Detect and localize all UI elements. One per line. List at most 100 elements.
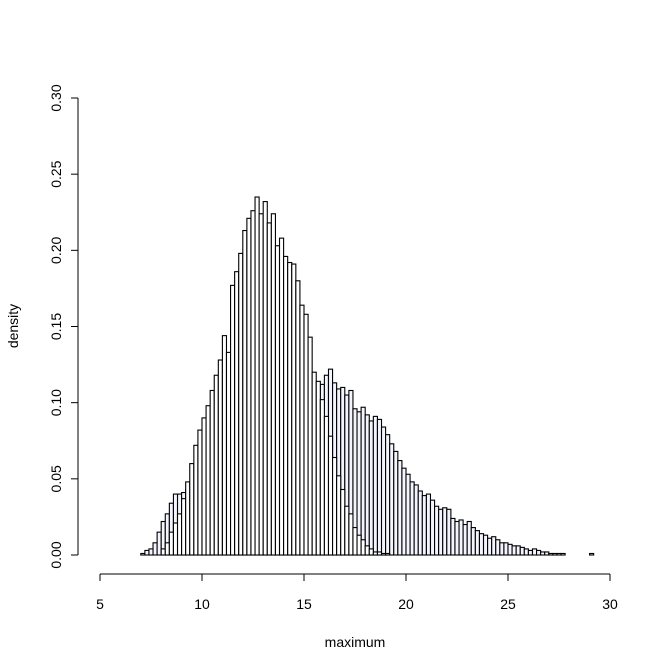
histogram-bar-s0-87 [495, 539, 501, 556]
histogram-bar-s1-35 [303, 313, 309, 556]
histogram-bar-s1-39 [319, 399, 325, 556]
histogram-bar-s0-102 [556, 552, 562, 556]
histogram-bar-s1-53 [376, 551, 383, 556]
histogram-bar-s1-26 [266, 222, 272, 556]
histogram-bar-s0-55 [364, 414, 370, 556]
histogram-bar-s0-2 [148, 548, 154, 556]
histogram-bar-s0-84 [482, 534, 489, 556]
histogram-bar-s1-31 [287, 261, 293, 556]
x-tick-label: 20 [398, 596, 414, 612]
histogram-bar-s0-63 [397, 459, 403, 556]
histogram-bar-s0-92 [515, 545, 521, 556]
histogram-bar-s1-4 [176, 513, 183, 556]
histogram-bar-s1-12 [209, 389, 215, 556]
y-tick-label: 0.30 [48, 84, 64, 111]
histogram-bar-s0-4 [156, 531, 162, 556]
histogram-bar-s1-18 [234, 271, 240, 556]
histogram-bar-s0-75 [446, 508, 452, 556]
histogram-bar-s0-69 [421, 495, 427, 556]
histogram-bar-s1-27 [270, 213, 276, 556]
y-axis-label: density [5, 304, 21, 348]
histogram-bar-s0-66 [409, 481, 415, 556]
histogram-bar-s0-54 [360, 406, 366, 556]
histogram-bar-s1-43 [336, 475, 342, 556]
histogram-bar-s1-7 [189, 463, 195, 556]
histogram-bar-s0-101 [552, 552, 558, 556]
histogram-bar-s1-44 [340, 488, 346, 556]
histogram-bar-s1-15 [221, 335, 228, 556]
y-tick-label: 0.20 [48, 236, 64, 263]
histogram-bar-s0-91 [511, 545, 517, 556]
histogram-bar-s1-19 [238, 252, 244, 556]
histogram-bar-s1-55 [385, 552, 391, 556]
histogram-bar-s1-28 [274, 245, 281, 556]
histogram-bar-s0-76 [450, 517, 456, 556]
histogram-bar-s1-8 [193, 444, 199, 556]
histogram-bars [140, 196, 595, 556]
x-tick-label: 10 [194, 596, 210, 612]
histogram-bar-s0-80 [466, 520, 472, 556]
histogram-bar-s0-90 [507, 543, 513, 556]
histogram-bar-s0-99 [544, 551, 550, 556]
histogram-bar-s1-46 [348, 513, 354, 556]
histogram-bar-s0-79 [462, 523, 468, 556]
histogram-bar-s0-1 [144, 549, 150, 556]
histogram-bar-s1-32 [291, 263, 297, 556]
histogram-bar-s1-5 [181, 498, 187, 556]
y-tick-label: 0.00 [48, 541, 64, 568]
histogram-bar-s1-34 [299, 304, 305, 556]
y-tick-label: 0.25 [48, 160, 64, 187]
histogram-bar-s0-62 [393, 450, 399, 556]
histogram-bar-s1-37 [311, 371, 317, 556]
histogram-bar-s1-25 [262, 201, 268, 556]
histogram-bar-s1-45 [344, 505, 350, 556]
histogram-bar-s0-0 [140, 552, 146, 556]
histogram-bar-s0-65 [405, 473, 411, 556]
histogram-bar-s0-71 [429, 499, 436, 556]
histogram-bar-s1-47 [352, 527, 358, 556]
histogram-bar-s1-24 [258, 213, 264, 556]
histogram-bar-s0-64 [401, 467, 407, 556]
histogram-bar-s0-103 [560, 552, 566, 556]
histogram-bar-s0-100 [548, 552, 554, 556]
histogram-bar-s0-88 [499, 542, 505, 556]
histogram-bar-s1-9 [197, 429, 203, 556]
histogram-bar-s1-29 [278, 237, 285, 556]
histogram-bar-s0-53 [356, 411, 362, 556]
histogram-bar-s0-67 [413, 484, 419, 556]
histogram-bar-s1-16 [225, 351, 232, 556]
histogram-bar-s0-60 [385, 434, 391, 556]
histogram-bar-s1-41 [327, 435, 334, 556]
histogram-bar-s0-81 [470, 527, 476, 556]
histogram-bar-s1-36 [307, 336, 313, 556]
x-tick-label: 30 [602, 596, 618, 612]
x-tick-label: 5 [96, 596, 104, 612]
histogram-bar-s0-110 [589, 552, 595, 556]
histogram-bar-s0-72 [434, 505, 440, 556]
axes: 5 10 15 20 25 30 0.00 0.05 0.10 0.15 0.20 0.25 0.30 [48, 84, 618, 612]
histogram-bar-s1-30 [283, 255, 289, 556]
histogram-bar-s0-97 [536, 549, 542, 556]
histogram-bar-s0-73 [438, 508, 444, 556]
histogram-bar-s0-58 [376, 418, 383, 556]
histogram-bar-s0-59 [380, 426, 387, 556]
histogram-bar-s1-1 [164, 542, 170, 556]
histogram-bar-s0-98 [540, 551, 546, 556]
histogram-bar-s0-77 [454, 520, 460, 556]
histogram-bar-s0-74 [442, 507, 448, 556]
histogram-bar-s1-10 [201, 417, 207, 556]
histogram-bar-s1-50 [364, 545, 370, 556]
histogram-bar-s1-54 [380, 552, 387, 556]
histogram-bar-s1-48 [356, 534, 362, 556]
histogram-bar-s1-33 [295, 280, 301, 556]
histogram-bar-s1-14 [217, 359, 223, 556]
histogram-bar-s1-38 [315, 380, 321, 556]
y-tick-label: 0.15 [48, 313, 64, 340]
histogram-bar-s0-83 [478, 533, 485, 556]
histogram-bar-s1-2 [168, 531, 174, 556]
histogram-bar-s1-22 [250, 210, 256, 556]
histogram-bar-s0-78 [458, 519, 464, 556]
histogram-bar-s0-56 [368, 420, 374, 556]
x-axis-label: maximum [325, 634, 386, 650]
y-tick-label: 0.10 [48, 389, 64, 416]
